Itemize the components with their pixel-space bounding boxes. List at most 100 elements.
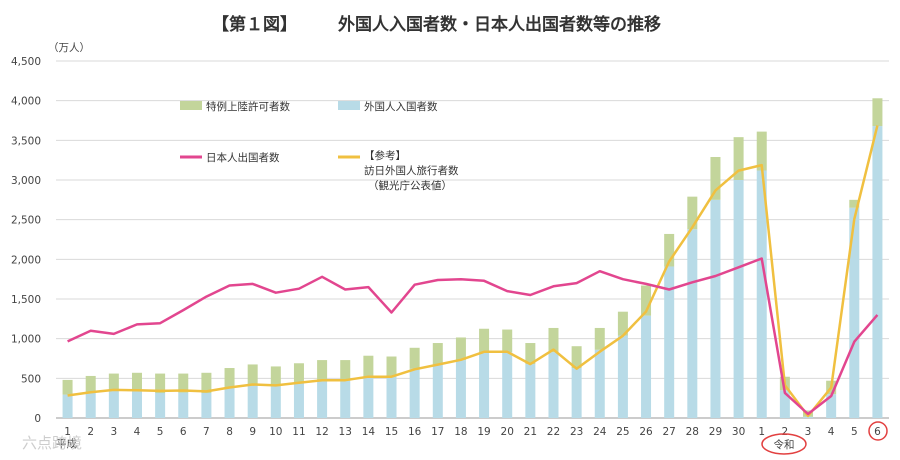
bar-foreign-entrants — [386, 376, 397, 418]
bar-special-landing — [224, 368, 235, 388]
bar-foreign-entrants — [455, 360, 466, 418]
y-tick-labels: 0 500 1,000 1,500 2,000 2,500 3,000 3,500 4,000 4… — [11, 56, 41, 425]
bar-foreign-entrants — [641, 315, 652, 418]
bar-foreign-entrants — [849, 207, 860, 418]
bar-special-landing — [85, 375, 96, 393]
bar-special-landing — [363, 355, 374, 377]
bar-foreign-entrants — [340, 380, 351, 418]
x-tick-label: 3 — [111, 426, 118, 438]
bar-special-landing — [641, 285, 652, 316]
x-tick-label: 1 — [64, 426, 71, 438]
y-tick-label: 4,500 — [11, 56, 41, 68]
legend-swatch-foreign-entrants — [338, 101, 360, 110]
legend-label-foreign-entrants: 外国人入国者数 — [364, 100, 438, 113]
x-tick-label: 21 — [524, 426, 537, 438]
bar-foreign-entrants — [293, 383, 304, 418]
bar-foreign-entrants — [131, 391, 142, 418]
bar-special-landing — [733, 137, 744, 180]
y-tick-label: 4,000 — [11, 96, 41, 108]
x-tick-label: 17 — [431, 426, 444, 438]
bar-series — [62, 98, 883, 418]
x-tick-label: 4 — [828, 426, 835, 438]
bar-special-landing — [293, 363, 304, 384]
y-tick-label: 3,000 — [11, 175, 41, 187]
bar-foreign-entrants — [108, 391, 119, 418]
bar-special-landing — [201, 372, 212, 394]
x-tick-label: 24 — [593, 426, 607, 438]
bar-foreign-entrants — [178, 392, 189, 418]
x-tick-label: 16 — [408, 426, 422, 438]
bar-special-landing — [617, 311, 628, 336]
bar-special-landing — [178, 373, 189, 393]
x-tick-label: 27 — [662, 426, 675, 438]
bar-special-landing — [247, 364, 258, 385]
bar-foreign-entrants — [779, 390, 790, 418]
x-tick-label: 30 — [732, 426, 745, 438]
y-tick-label: 2,500 — [11, 215, 41, 227]
x-tick-label: 25 — [616, 426, 629, 438]
x-tick-label: 2 — [782, 426, 789, 438]
x-tick-label: 6 — [180, 426, 187, 438]
reiwa-highlight-circle — [761, 433, 807, 455]
bar-foreign-entrants — [826, 394, 837, 418]
bar-special-landing — [455, 337, 466, 361]
legend: 特例上陸許可者数 外国人入国者数 日本人出国者数 【参考】 訪日外国人旅行者数 … — [180, 100, 459, 192]
x-tick-label: 26 — [639, 426, 653, 438]
era-label-heisei: 平成 — [56, 438, 77, 450]
x-tick-label: 13 — [339, 426, 352, 438]
bar-special-landing — [62, 379, 73, 395]
legend-label-visitor-arrivals-line3: （観光庁公表値） — [368, 179, 452, 192]
y-tick-label: 1,000 — [11, 334, 41, 346]
bar-foreign-entrants — [733, 180, 744, 418]
y-unit-label: （万人） — [48, 42, 90, 54]
x-tick-label: 8 — [226, 426, 233, 438]
bar-foreign-entrants — [525, 364, 536, 418]
bar-special-landing — [131, 372, 142, 392]
bar-special-landing — [872, 98, 883, 127]
bar-foreign-entrants — [571, 368, 582, 418]
bar-foreign-entrants — [363, 376, 374, 418]
x-tick-label: 15 — [385, 426, 398, 438]
era-label-reiwa: 令和 — [774, 438, 795, 451]
x-tick-label: 20 — [501, 426, 514, 438]
legend-label-visitor-arrivals-line2: 訪日外国人旅行者数 — [364, 164, 459, 177]
bar-foreign-entrants — [664, 266, 675, 418]
x-tick-label: 11 — [292, 426, 305, 438]
bar-special-landing — [710, 156, 721, 200]
bar-foreign-entrants — [270, 386, 281, 418]
bar-special-landing — [479, 328, 490, 353]
bar-foreign-entrants — [872, 126, 883, 418]
bar-special-landing — [502, 329, 513, 353]
bar-special-landing — [340, 360, 351, 381]
watermark: 六点跨境 — [22, 434, 82, 452]
bar-special-landing — [409, 347, 420, 369]
x-tick-label: 4 — [134, 426, 141, 438]
bar-foreign-entrants — [224, 387, 235, 418]
legend-label-special-landing: 特例上陸許可者数 — [206, 100, 290, 113]
x-tick-label: 23 — [570, 426, 583, 438]
bar-foreign-entrants — [317, 379, 328, 418]
bar-special-landing — [594, 327, 605, 350]
x-tick-label: 6 — [874, 426, 881, 438]
bar-foreign-entrants — [155, 393, 166, 418]
x-tick-label: 19 — [477, 426, 490, 438]
x-tick-label: 7 — [203, 426, 210, 438]
x-tick-label: 5 — [157, 426, 164, 438]
x-tick-label: 9 — [249, 426, 256, 438]
x-tick-label: 5 — [851, 426, 858, 438]
bar-foreign-entrants — [594, 349, 605, 418]
bar-special-landing — [317, 360, 328, 380]
y-tick-label: 2,000 — [11, 254, 41, 266]
chart-title-prefix: 【第１図】 — [212, 14, 297, 35]
x-tick-label: 12 — [315, 426, 328, 438]
chart-title: 外国人入国者数・日本人出国者数等の推移 — [338, 14, 661, 35]
bar-foreign-entrants — [803, 416, 814, 418]
bar-special-landing — [849, 199, 860, 208]
bar-special-landing — [664, 233, 675, 267]
x-tick-label: 22 — [547, 426, 560, 438]
y-tick-label: 0 — [34, 413, 41, 425]
x-tick-label: 10 — [269, 426, 282, 438]
bar-foreign-entrants — [710, 199, 721, 418]
bar-special-landing — [155, 373, 166, 394]
bar-special-landing — [270, 366, 281, 387]
